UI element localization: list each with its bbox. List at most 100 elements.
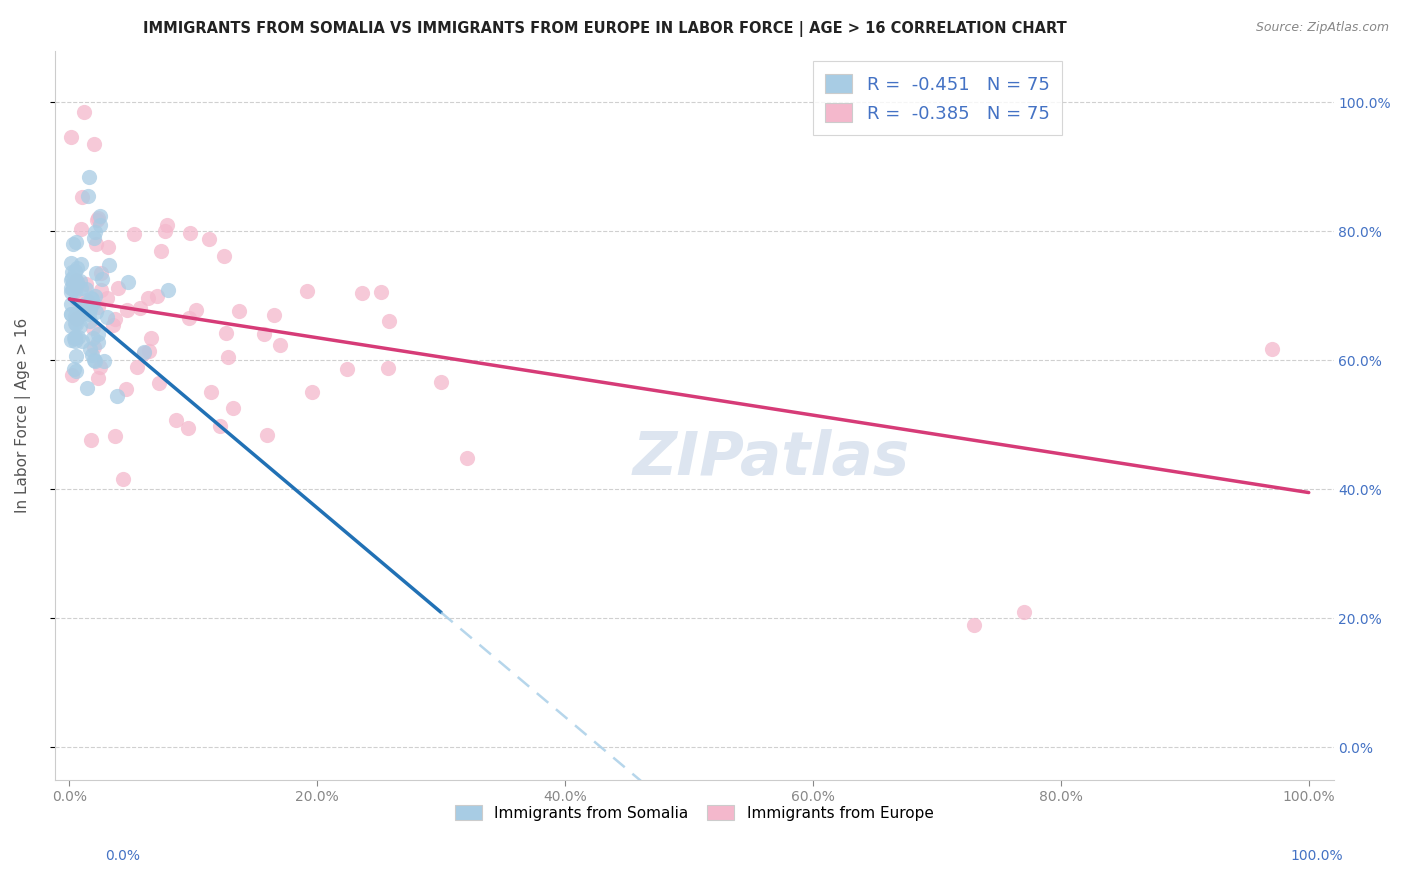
Point [66, 308, 89, 322]
Point [429, 375, 451, 389]
Point [82, 348, 104, 362]
Point [179, 226, 201, 240]
Point [65, 263, 87, 277]
Point [301, 384, 323, 399]
Point [59, 297, 82, 311]
Point [86, 212, 108, 227]
Point [177, 311, 200, 326]
Point [112, 471, 135, 485]
Point [60, 265, 83, 279]
Point [82, 292, 104, 306]
Point [963, 617, 986, 632]
Text: 100.0%: 100.0% [1291, 849, 1343, 863]
Point [60, 368, 83, 382]
Point [77, 307, 100, 321]
Point [60, 271, 83, 285]
Point [129, 301, 152, 316]
Point [138, 344, 160, 359]
Point [70, 307, 93, 321]
Point [70, 222, 93, 236]
Point [153, 224, 176, 238]
Point [104, 312, 127, 326]
Point [295, 284, 318, 298]
Point [90, 266, 112, 280]
Point [65, 235, 87, 249]
Point [197, 232, 219, 246]
Point [217, 350, 239, 364]
Text: IMMIGRANTS FROM SOMALIA VS IMMIGRANTS FROM EUROPE IN LABOR FORCE | AGE > 16 CORR: IMMIGRANTS FROM SOMALIA VS IMMIGRANTS FR… [142, 21, 1067, 37]
Point [59, 307, 82, 321]
Point [84, 305, 107, 319]
Point [79, 301, 101, 316]
Point [97, 258, 120, 272]
Point [84, 354, 107, 368]
Point [370, 285, 392, 299]
Point [82, 331, 104, 345]
Point [63, 331, 86, 345]
Point [82, 295, 104, 310]
Point [105, 389, 128, 403]
Point [96, 291, 118, 305]
Point [115, 302, 138, 317]
Point [87, 211, 110, 226]
Point [86, 335, 108, 350]
Point [66, 311, 89, 326]
Point [122, 227, 145, 241]
Point [263, 308, 285, 322]
Point [83, 225, 105, 239]
Point [65, 312, 87, 326]
Text: 0.0%: 0.0% [105, 849, 141, 863]
Point [65, 273, 87, 287]
Point [76, 293, 98, 307]
Point [93, 353, 115, 368]
Point [1260, 343, 1282, 357]
Point [115, 382, 138, 396]
Point [69, 318, 91, 333]
Point [87, 300, 110, 314]
Y-axis label: In Labor Force | Age > 16: In Labor Force | Age > 16 [15, 318, 31, 513]
Point [65, 349, 87, 363]
Point [104, 429, 127, 443]
Point [86, 266, 108, 280]
Point [456, 451, 478, 466]
Point [73, 105, 96, 120]
Point [62, 282, 84, 296]
Point [63, 310, 86, 324]
Point [89, 359, 111, 374]
Point [186, 303, 208, 318]
Point [77, 189, 100, 203]
Point [83, 231, 105, 245]
Point [83, 137, 105, 152]
Point [79, 314, 101, 328]
Point [157, 283, 180, 297]
Point [70, 256, 93, 270]
Point [67, 306, 90, 320]
Point [66, 310, 89, 324]
Point [117, 275, 139, 289]
Point [65, 273, 87, 287]
Point [75, 277, 97, 291]
Point [253, 326, 276, 341]
Point [75, 282, 97, 296]
Point [136, 291, 159, 305]
Point [141, 331, 163, 345]
Point [90, 283, 112, 297]
Point [83, 353, 105, 368]
Point [59, 333, 82, 347]
Point [101, 318, 124, 333]
Point [107, 280, 129, 294]
Point [215, 326, 238, 340]
Point [352, 286, 374, 301]
Point [149, 244, 172, 258]
Point [97, 240, 120, 254]
Point [79, 302, 101, 317]
Point [377, 314, 399, 328]
Point [79, 343, 101, 357]
Point [82, 321, 104, 335]
Point [256, 427, 278, 442]
Point [59, 307, 82, 321]
Point [66, 293, 89, 307]
Point [90, 272, 112, 286]
Point [65, 310, 87, 325]
Point [208, 418, 231, 433]
